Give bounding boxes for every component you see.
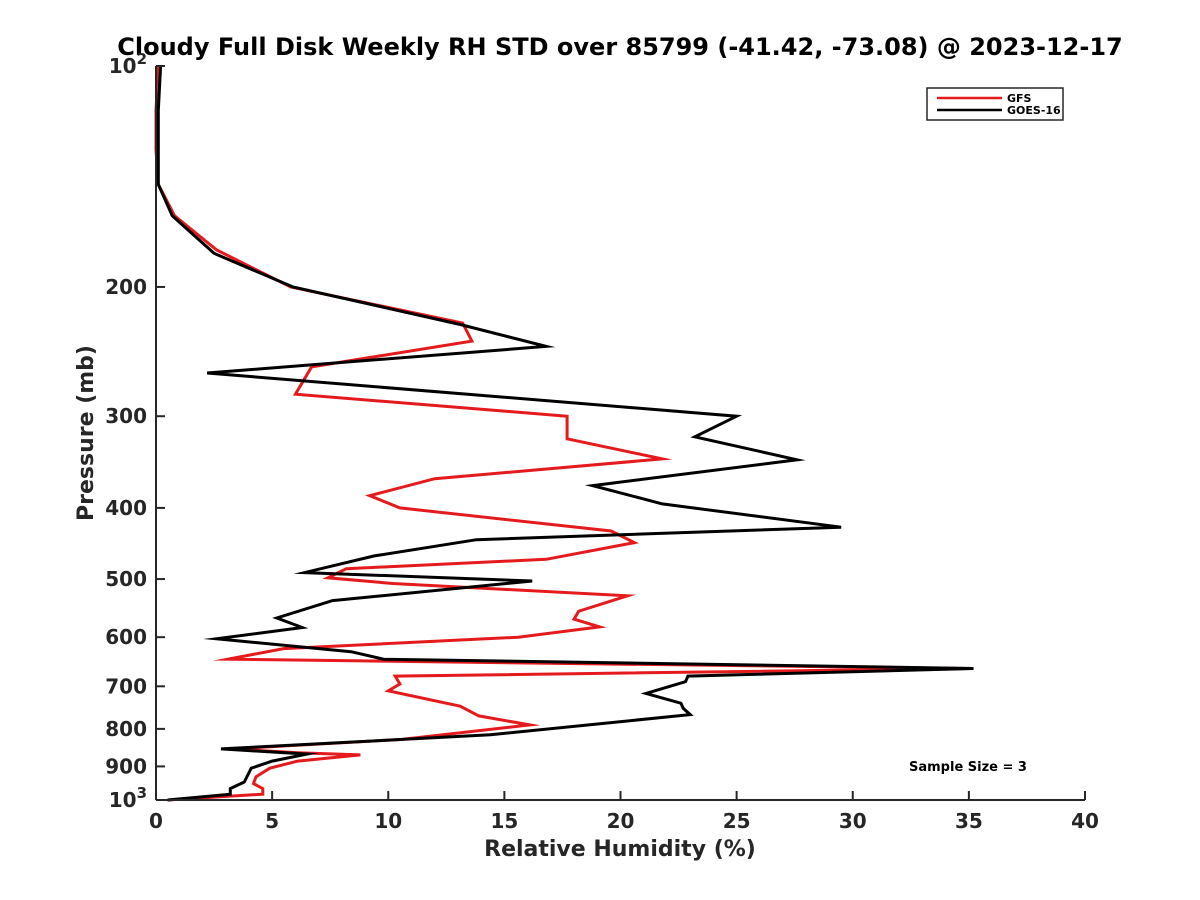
y-tick-label: 200 xyxy=(105,275,147,299)
x-tick-label: 25 xyxy=(723,809,751,833)
chart-title: Cloudy Full Disk Weekly RH STD over 8579… xyxy=(117,33,1123,61)
series-layer xyxy=(154,65,974,802)
x-tick-label: 30 xyxy=(839,809,867,833)
x-tick-label: 10 xyxy=(374,809,402,833)
y-tick-label: 102 xyxy=(109,50,147,78)
ticks-layer: 0 5 10 15 20 25 30 35 40 102 200 300 400 500 600 700 800… xyxy=(105,50,1099,833)
x-axis-title: Relative Humidity (%) xyxy=(484,837,756,862)
y-tick-label: 800 xyxy=(105,717,147,741)
x-tick-label: 0 xyxy=(149,809,163,833)
y-tick-label: 700 xyxy=(105,674,147,698)
legend-label-goes-16: GOES-16 xyxy=(1007,104,1061,117)
y-tick-label: 300 xyxy=(105,404,147,428)
legend: GFS GOES-16 xyxy=(926,87,1064,121)
x-tick-label: 15 xyxy=(490,809,518,833)
legend-label-gfs: GFS xyxy=(1007,92,1032,105)
x-tick-label: 20 xyxy=(607,809,635,833)
x-tick-label: 5 xyxy=(265,809,279,833)
y-tick-label: 500 xyxy=(105,567,147,591)
y-tick-label: 400 xyxy=(105,496,147,520)
y-tick-label: 600 xyxy=(105,625,147,649)
y-tick-label: 103 xyxy=(109,784,147,812)
x-tick-label: 35 xyxy=(955,809,983,833)
y-axis-title: Pressure (mb) xyxy=(74,345,99,521)
x-tick-label: 40 xyxy=(1071,809,1099,833)
y-tick-label: 900 xyxy=(105,754,147,778)
legend-box xyxy=(926,87,1064,121)
sample-size-annotation: Sample Size = 3 xyxy=(909,760,1027,775)
series-line-goes-16 xyxy=(156,65,974,802)
